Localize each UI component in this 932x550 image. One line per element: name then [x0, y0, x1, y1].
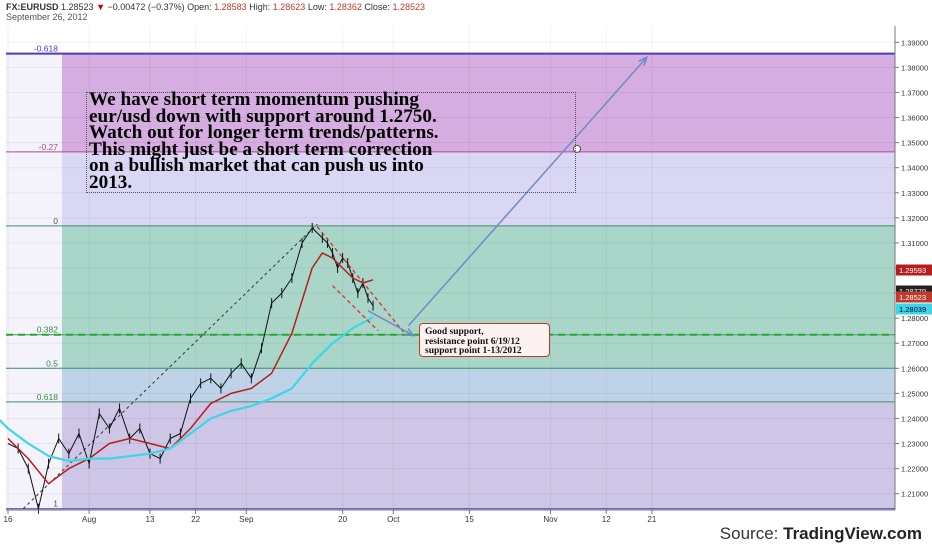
y-tick-label: 1.26000: [901, 364, 928, 373]
x-tick-label: 15: [465, 515, 474, 524]
fib-label: 0: [53, 216, 58, 226]
y-tick-label: 1.38000: [901, 63, 928, 72]
fib-label: -0.27: [39, 142, 59, 152]
y-tick-label: 1.36000: [901, 114, 928, 123]
price-badge: [896, 303, 932, 315]
analysis-note-box[interactable]: We have short term momentum pushing eur/…: [86, 89, 576, 193]
y-tick-label: 1.23000: [901, 440, 928, 449]
y-tick-label: 1.31000: [901, 239, 928, 248]
open-value: 1.28583: [214, 2, 247, 12]
channel-upper-line: [316, 226, 404, 333]
close-value: 1.28523: [392, 2, 425, 12]
fib-label: 0.382: [37, 325, 59, 335]
fib-label: 1: [53, 499, 58, 509]
x-tick-label: 12: [602, 515, 611, 524]
low-label: Low:: [307, 2, 327, 12]
arrow-down-head: [404, 328, 416, 337]
channel-lower-line: [332, 285, 379, 332]
support-callout[interactable]: Good support, resistance point 6/19/12 s…: [419, 323, 550, 357]
price-badge-label: 1.29593: [899, 266, 926, 275]
price-badge-label: 1.28523: [899, 293, 926, 302]
close-label: Close:: [364, 2, 390, 12]
x-tick-label: 20: [338, 515, 347, 524]
x-tick-label: Oct: [387, 515, 400, 524]
x-tick-label: Aug: [82, 515, 96, 524]
x-tick-label: 16: [4, 515, 13, 524]
arrow-up-shaft: [407, 56, 648, 327]
fib-zone-4: [62, 401, 895, 509]
fib-label-gutter: [6, 53, 62, 509]
price-badge: [896, 291, 932, 303]
down-arrow-icon: ▼: [96, 2, 106, 12]
price-badge: [896, 285, 932, 297]
fib-label: 0.618: [37, 392, 59, 402]
y-tick-label: 1.33000: [901, 189, 928, 198]
fib-zone-0: [62, 53, 895, 152]
price-change: −0.00472 (−0.37%): [107, 2, 185, 12]
open-label: Open:: [187, 2, 212, 12]
fib-label: 0.5: [46, 358, 58, 368]
y-tick-label: 1.35000: [901, 139, 928, 148]
source-prefix: Source:: [719, 524, 779, 543]
y-tick-label: 1.28000: [901, 314, 928, 323]
price-badge: [896, 264, 932, 276]
series-ma_long: [0, 316, 374, 463]
chart-header: FX:EURUSD 1.28523 ▼ −0.00472 (−0.37%) Op…: [6, 2, 425, 13]
symbol-label: FX:EURUSD: [6, 2, 59, 12]
support-callout-text: Good support, resistance point 6/19/12 s…: [425, 327, 522, 356]
y-tick-label: 1.21000: [901, 490, 928, 499]
x-tick-label: Sep: [239, 515, 254, 524]
y-tick-label: 1.22000: [901, 465, 928, 474]
y-tick-label: 1.24000: [901, 414, 928, 423]
source-credit[interactable]: Source: TradingView.com: [720, 524, 922, 544]
y-tick-label: 1.37000: [901, 88, 928, 97]
high-value: 1.28623: [272, 2, 306, 12]
low-value: 1.28362: [329, 2, 362, 12]
chart-date: September 26, 2012: [6, 12, 88, 22]
fib-zone-1: [62, 151, 895, 226]
x-tick-label: 21: [647, 515, 656, 524]
arrow-down-shaft: [367, 309, 414, 337]
x-tick-label: Nov: [543, 515, 557, 524]
x-tick-label: 13: [146, 515, 155, 524]
fib-zone-3: [62, 368, 895, 402]
y-tick-label: 1.25000: [901, 389, 928, 398]
high-label: High:: [249, 2, 271, 12]
y-tick-label: 1.32000: [901, 214, 928, 223]
y-tick-label: 1.39000: [901, 38, 928, 47]
last-price: 1.28523: [61, 2, 94, 12]
price-badge-label: 1.28039: [899, 305, 926, 314]
source-name: TradingView.com: [783, 524, 922, 543]
series-ma_short: [7, 252, 374, 485]
analysis-note-text: We have short term momentum pushing eur/…: [89, 89, 439, 193]
y-tick-label: 1.34000: [901, 164, 928, 173]
fib-label: -0.618: [34, 44, 58, 54]
arrow-up-head: [638, 55, 649, 67]
x-tick-label: 22: [191, 515, 200, 524]
series-price: [7, 227, 374, 510]
y-tick-label: 1.27000: [901, 339, 928, 348]
